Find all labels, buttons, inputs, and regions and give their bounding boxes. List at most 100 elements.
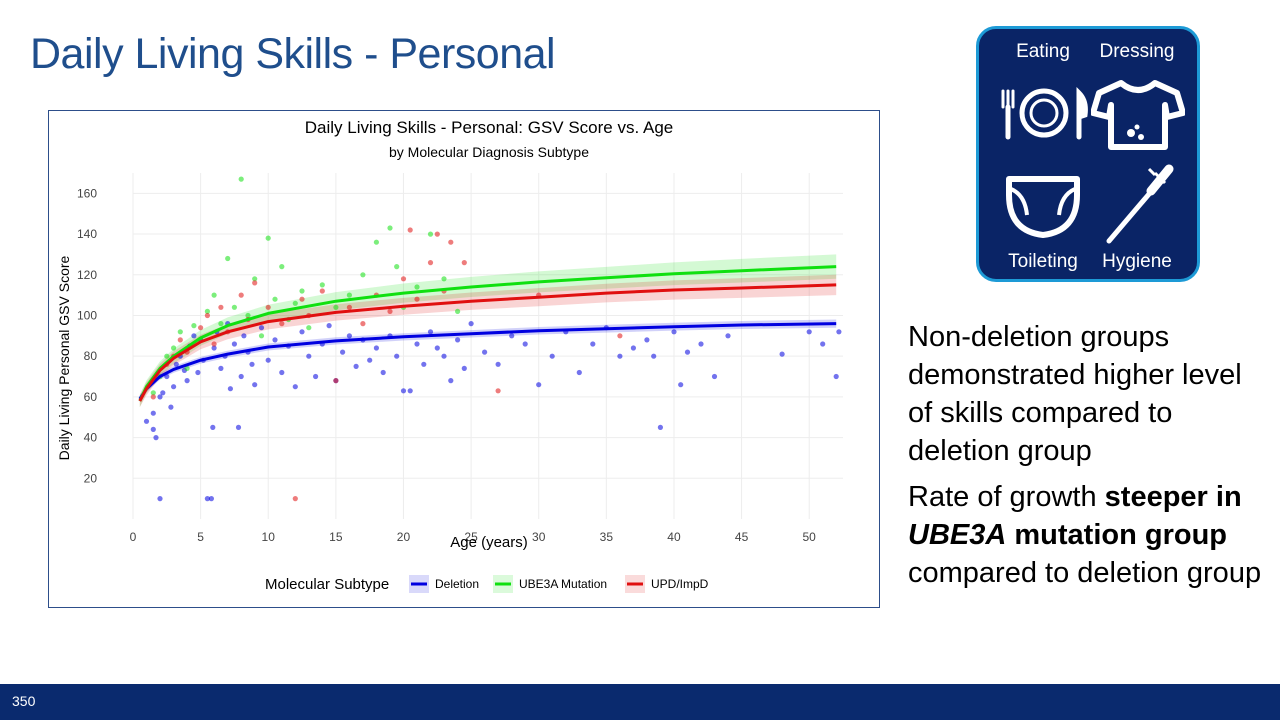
data-point <box>157 394 163 400</box>
data-point <box>292 384 298 390</box>
dressing-label: Dressing <box>1099 41 1175 62</box>
x-tick-label: 35 <box>600 530 614 544</box>
data-point <box>373 345 379 351</box>
data-point <box>252 382 258 388</box>
bullet-2-tail: compared to deletion group <box>908 557 1262 589</box>
data-point <box>360 272 366 278</box>
data-point <box>455 337 461 343</box>
data-point <box>204 308 210 314</box>
diaper-icon <box>1006 176 1080 238</box>
data-point <box>168 404 174 410</box>
data-point <box>495 361 501 367</box>
data-point <box>380 369 386 376</box>
data-point <box>461 260 467 266</box>
data-point <box>651 353 657 359</box>
y-tick-label: 40 <box>84 431 98 445</box>
eating-label: Eating <box>1016 41 1070 62</box>
y-tick-label: 160 <box>77 186 97 200</box>
data-point <box>725 333 731 339</box>
y-tick-label: 80 <box>84 349 98 363</box>
chart-title: Daily Living Skills - Personal: GSV Scor… <box>305 118 673 137</box>
data-point <box>407 388 413 394</box>
footer-bar: 350 <box>0 684 1280 720</box>
data-point <box>346 292 352 298</box>
fit-line-0 <box>138 322 837 400</box>
data-point <box>434 345 440 351</box>
data-point <box>153 435 159 441</box>
legend-label: UBE3A Mutation <box>519 577 607 591</box>
data-point <box>171 345 177 351</box>
data-point <box>150 410 156 416</box>
data-point <box>211 345 217 351</box>
data-point <box>210 424 216 430</box>
data-point <box>590 341 596 347</box>
data-point <box>495 388 501 394</box>
data-point <box>441 276 447 282</box>
x-tick-label: 50 <box>803 530 817 544</box>
data-point <box>468 321 474 327</box>
data-point <box>218 365 224 371</box>
bullet-2-bold-1: steeper in <box>1104 481 1242 513</box>
data-point <box>238 176 244 182</box>
data-point <box>198 325 204 331</box>
data-point <box>482 349 488 355</box>
data-point <box>252 280 258 286</box>
data-point <box>427 231 434 237</box>
data-point <box>414 284 420 290</box>
data-point <box>208 496 214 502</box>
data-point <box>549 353 555 359</box>
y-tick-label: 60 <box>84 390 98 404</box>
data-point <box>360 321 366 327</box>
data-point <box>299 296 305 302</box>
data-point <box>684 349 691 355</box>
legend-title: Molecular Subtype <box>265 576 389 593</box>
data-point <box>414 296 420 302</box>
chart-subtitle: by Molecular Diagnosis Subtype <box>389 144 589 160</box>
data-point <box>421 361 427 367</box>
data-point <box>536 382 542 388</box>
data-point <box>630 345 637 351</box>
y-axis-label: Daily Living Personal GSV Score <box>56 255 72 460</box>
y-tick-label: 20 <box>84 471 98 485</box>
data-point <box>671 329 677 335</box>
x-tick-label: 10 <box>262 530 276 544</box>
toothbrush-icon <box>1106 164 1174 244</box>
data-point <box>211 292 217 298</box>
data-point <box>235 424 242 430</box>
x-tick-label: 25 <box>464 530 478 544</box>
data-point <box>698 341 704 347</box>
data-point <box>313 373 319 380</box>
data-point <box>306 353 312 359</box>
legend-label: Deletion <box>435 577 479 591</box>
data-point <box>218 304 224 310</box>
data-point <box>434 231 440 237</box>
data-point <box>265 304 271 310</box>
data-point <box>157 496 163 502</box>
data-point <box>353 363 359 369</box>
data-point <box>414 341 420 347</box>
x-tick-label: 40 <box>667 530 681 544</box>
data-point <box>272 337 278 343</box>
data-point <box>333 378 339 384</box>
x-tick-label: 20 <box>397 530 411 544</box>
bullet-2: Rate of growth steeper in UBE3A mutation… <box>908 478 1268 592</box>
data-point <box>292 300 298 306</box>
data-point <box>299 329 305 335</box>
data-point <box>177 337 183 343</box>
x-tick-label: 30 <box>532 530 546 544</box>
y-tick-label: 100 <box>77 308 97 322</box>
data-point <box>249 361 255 367</box>
data-point <box>306 325 312 331</box>
data-point <box>238 292 244 298</box>
data-point <box>143 418 150 424</box>
data-point <box>387 225 393 231</box>
data-point <box>231 304 237 310</box>
x-axis-label: Age (years) <box>450 534 528 551</box>
icon-panel: Eating Dressing Toileting Hygiene <box>976 26 1200 282</box>
data-point <box>820 341 826 347</box>
hygiene-label: Hygiene <box>1102 251 1172 272</box>
data-point <box>265 357 271 363</box>
data-point <box>427 329 434 335</box>
chart-frame: Daily Living Skills - Personal: GSV Scor… <box>48 110 880 608</box>
ci-band-2 <box>139 274 837 408</box>
